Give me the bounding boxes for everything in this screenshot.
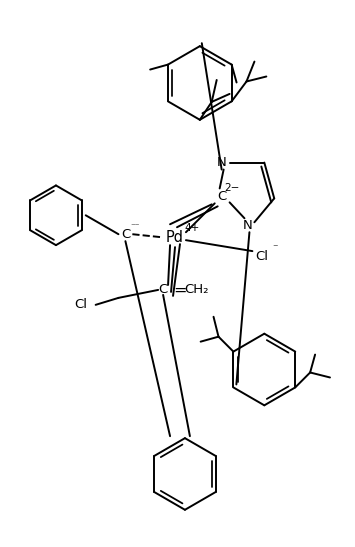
Text: Cl: Cl (74, 298, 87, 311)
Text: Cl: Cl (255, 249, 268, 263)
Text: C: C (217, 190, 226, 203)
Text: C: C (121, 228, 130, 241)
Text: 4+: 4+ (184, 223, 200, 233)
Text: C: C (158, 283, 168, 296)
Text: =: = (173, 282, 187, 298)
Text: CH₂: CH₂ (185, 283, 209, 296)
Text: N: N (217, 156, 226, 169)
Text: N: N (242, 219, 252, 232)
Text: ⁻⁻: ⁻⁻ (131, 223, 140, 232)
Text: 2−: 2− (224, 183, 239, 194)
Text: ⁻: ⁻ (273, 243, 278, 253)
Text: Pd: Pd (166, 230, 184, 245)
